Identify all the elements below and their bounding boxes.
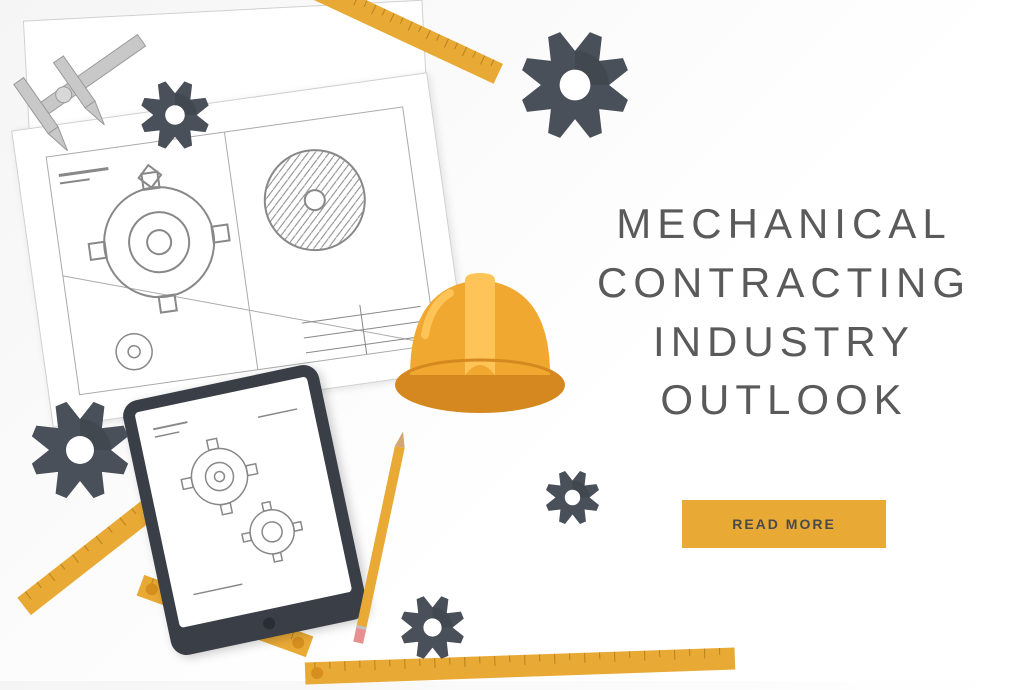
tablet-home-button-icon: [262, 616, 276, 630]
text-content-area: MECHANICAL CONTRACTING INDUSTRY OUTLOOK …: [584, 195, 984, 548]
heading-line: INDUSTRY: [653, 318, 915, 365]
illustration-area: [0, 0, 620, 681]
hardhat-icon: [390, 265, 570, 420]
tablet-icon: [120, 362, 370, 658]
gear-icon: [520, 30, 630, 145]
heading-line: OUTLOOK: [660, 376, 907, 423]
heading-line: CONTRACTING: [597, 259, 971, 306]
folding-ruler-segment-icon: [305, 648, 736, 685]
main-heading: MECHANICAL CONTRACTING INDUSTRY OUTLOOK: [584, 195, 984, 430]
tablet-screen: [134, 376, 352, 628]
gear-icon: [400, 595, 465, 665]
heading-line: MECHANICAL: [616, 200, 951, 247]
gear-icon: [30, 400, 130, 505]
read-more-button[interactable]: READ MORE: [682, 500, 886, 548]
gear-icon: [140, 80, 210, 155]
pencil-icon: [355, 446, 404, 634]
